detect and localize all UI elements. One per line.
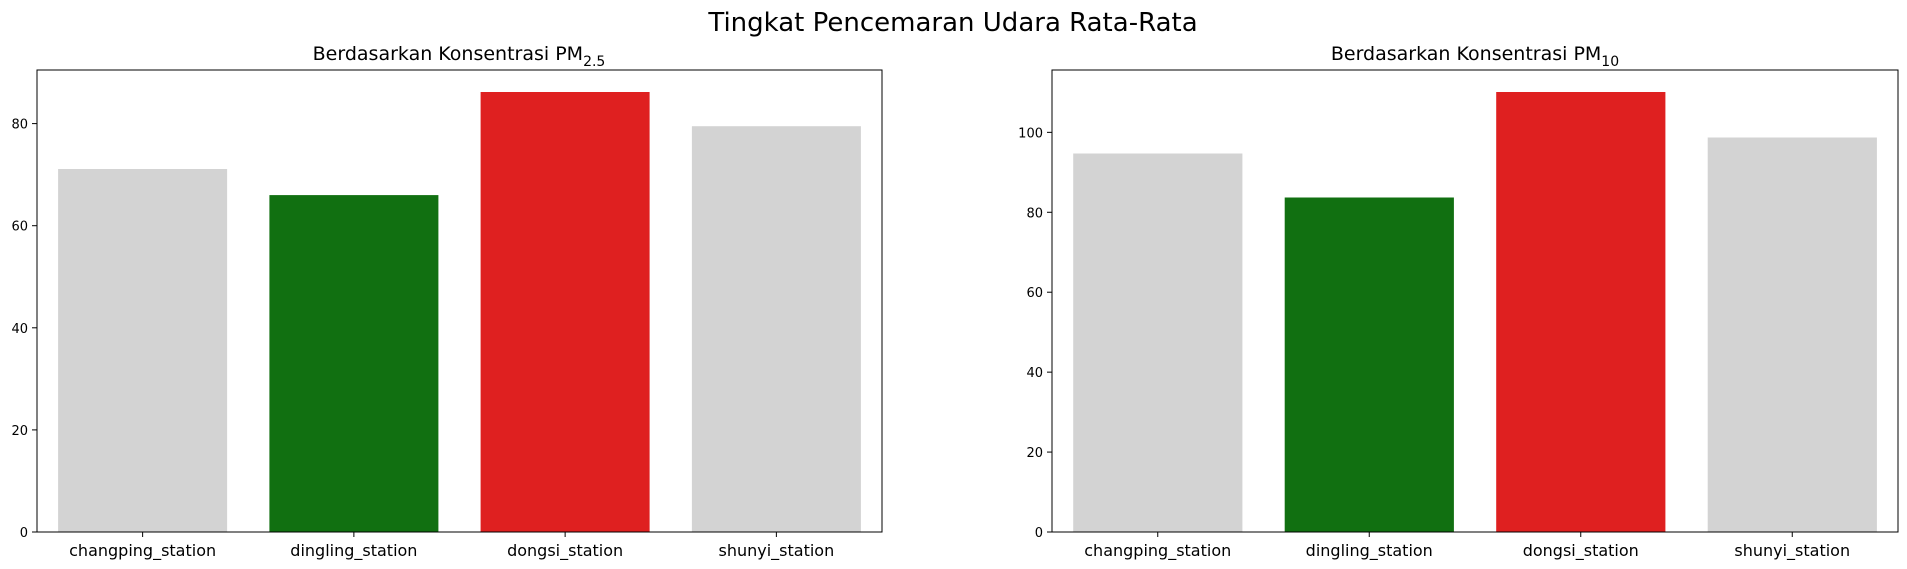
y-tick-label: 20 — [11, 424, 28, 439]
axes-frame — [1051, 69, 1899, 533]
bar-changping-station — [1073, 153, 1243, 532]
chart-title-text: Berdasarkan Konsentrasi PM — [1331, 43, 1601, 65]
chart-title: Berdasarkan Konsentrasi PM2.5 — [313, 43, 606, 70]
bar-dingling-station — [1284, 197, 1454, 532]
chart-title-subscript: 10 — [1601, 54, 1619, 70]
bar-shunyi-station — [1707, 137, 1877, 532]
bar-dongsi-station — [1496, 92, 1666, 532]
y-tick-label: 40 — [11, 322, 28, 337]
x-tick-label: changping_station — [1084, 541, 1231, 561]
bar-dingling-station — [269, 195, 439, 532]
y-tick-label: 20 — [1026, 446, 1043, 461]
chart-title: Berdasarkan Konsentrasi PM10 — [1331, 43, 1619, 70]
y-tick-label: 60 — [1026, 286, 1043, 301]
x-tick-label: changping_station — [69, 541, 216, 561]
y-tick-label: 80 — [11, 118, 28, 133]
y-tick-label: 100 — [1018, 126, 1043, 141]
chart-panel-pm10: Berdasarkan Konsentrasi PM10 0 20 40 60 80 10… — [1018, 43, 1899, 561]
y-tick-label: 80 — [1026, 206, 1043, 221]
chart-title-text: Berdasarkan Konsentrasi PM — [313, 43, 583, 65]
x-tick-label: dongsi_station — [1523, 541, 1639, 561]
axes-frame — [36, 69, 883, 533]
x-tick-label: dingling_station — [290, 541, 417, 561]
y-tick-label: 40 — [1026, 366, 1043, 381]
x-tick-label: dingling_station — [1306, 541, 1433, 561]
chart-title-subscript: 2.5 — [583, 54, 605, 70]
bar-changping-station — [58, 169, 228, 532]
x-tick-label: shunyi_station — [1734, 541, 1850, 561]
x-tick-label: shunyi_station — [719, 541, 835, 561]
chart-panel-pm25: Berdasarkan Konsentrasi PM2.5 0 20 40 60 80 c… — [11, 43, 883, 561]
y-tick-label: 60 — [11, 220, 28, 235]
x-tick-label: dongsi_station — [507, 541, 623, 561]
y-tick-label: 0 — [1035, 526, 1043, 541]
y-tick-label: 0 — [20, 526, 28, 541]
bar-dongsi-station — [480, 92, 650, 532]
figure-suptitle: Tingkat Pencemaran Udara Rata-Rata — [707, 8, 1197, 38]
bar-shunyi-station — [691, 126, 861, 532]
